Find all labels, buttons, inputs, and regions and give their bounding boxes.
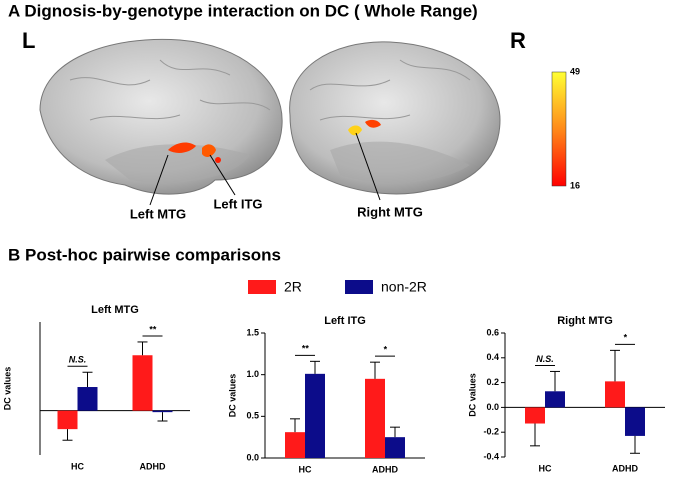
error-bar [310, 360, 320, 374]
y-tick-label: 1.5 [246, 327, 259, 337]
region-label: Left ITG [213, 196, 262, 211]
legend: 2R non-2R [248, 279, 427, 295]
bar [285, 432, 305, 458]
error-bar [530, 423, 540, 447]
x-tick-label: ADHD [140, 461, 166, 471]
bar [365, 378, 385, 458]
error-bar [550, 370, 560, 392]
bar [152, 410, 173, 413]
panel-a-title: A Dignosis-by-genotype interaction on DC… [8, 1, 478, 20]
chart-title: Left ITG [324, 315, 366, 327]
y-tick-label: 0.4 [486, 352, 499, 362]
left-hemisphere-label: L [22, 28, 35, 53]
pointer-line [209, 154, 236, 196]
y-tick-label: 1.0 [246, 369, 259, 379]
bar [305, 373, 325, 458]
bar [525, 407, 545, 424]
y-tick-label: 0.2 [486, 377, 499, 387]
chart-title: Right MTG [557, 315, 613, 327]
colorbar-max: 49 [570, 66, 580, 76]
bar [132, 355, 153, 411]
bar [57, 410, 78, 430]
x-tick-label: ADHD [612, 463, 638, 473]
error-bar [630, 435, 640, 454]
significance-label: N.S. [69, 355, 87, 365]
error-bar [137, 341, 148, 356]
pointer-line [355, 132, 381, 201]
bar [545, 391, 565, 408]
region-label: Right MTG [357, 204, 423, 219]
y-tick-label: 0.0 [246, 452, 259, 462]
bar [77, 387, 98, 411]
y-tick-label: 0.0 [486, 402, 499, 412]
legend-label: 2R [284, 279, 302, 295]
y-tick-label: -0.4 [483, 451, 499, 461]
legend-swatch [248, 280, 276, 294]
error-bar [62, 429, 73, 441]
significance-label: ** [149, 324, 157, 334]
y-axis-label: DC values [467, 373, 477, 417]
chart-title: Left MTG [91, 304, 139, 316]
left-brain [39, 38, 283, 195]
region-label: Left MTG [130, 206, 186, 221]
right-hemisphere-label: R [510, 28, 526, 53]
significance-label: N.S. [536, 354, 554, 364]
right-brain [289, 41, 501, 195]
significance-label: * [623, 333, 627, 343]
legend-label: non-2R [381, 279, 427, 295]
y-axis-label: DC values [2, 367, 12, 411]
x-tick-label: HC [539, 463, 552, 473]
legend-swatch [345, 280, 373, 294]
error-bar [390, 426, 400, 438]
bar [605, 381, 625, 408]
x-tick-label: ADHD [372, 464, 398, 474]
bar [385, 437, 405, 458]
bar [625, 407, 645, 436]
error-bar [370, 361, 380, 379]
y-axis-label: DC values [227, 374, 237, 418]
colorbar [551, 71, 567, 187]
y-tick-label: 0.6 [486, 327, 499, 337]
error-bar [610, 349, 620, 382]
x-tick-label: HC [71, 461, 84, 471]
colorbar-min: 16 [570, 180, 580, 190]
x-tick-label: HC [299, 464, 312, 474]
y-tick-label: 0.5 [246, 411, 259, 421]
error-bar [290, 418, 300, 433]
y-tick-label: -0.2 [483, 427, 499, 437]
error-bar [157, 412, 168, 422]
error-bar [82, 371, 93, 388]
significance-label: * [383, 345, 387, 355]
significance-label: ** [301, 344, 309, 354]
panel-b-title: B Post-hoc pairwise comparisons [8, 245, 281, 264]
pointer-line [149, 154, 169, 206]
